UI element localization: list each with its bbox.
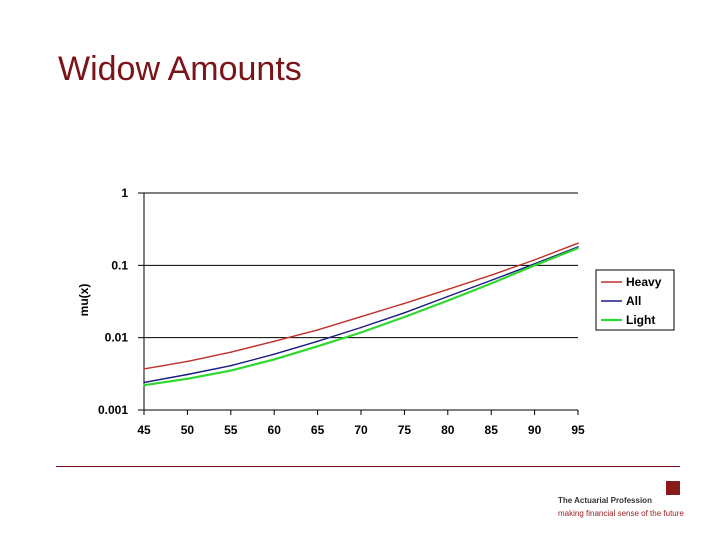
data-point-light [316, 345, 319, 348]
x-tick-label: 90 [528, 423, 542, 437]
y-tick-label: 0.001 [98, 403, 128, 417]
data-point-light [533, 264, 536, 267]
axis-layer: 0.001 0.01 0.1 1 mu(x) 45 50 55 60 65 70 75 80 85 90 95 [77, 186, 585, 437]
x-tick-label: 95 [571, 423, 585, 437]
data-point-heavy [273, 340, 276, 343]
data-point-all [360, 326, 362, 329]
y-axis-title: mu(x) [77, 284, 91, 317]
series-layer [143, 242, 579, 387]
data-point-all [316, 340, 319, 343]
legend-label: All [626, 294, 641, 308]
y-tick-label: 0.1 [111, 258, 128, 272]
legend-label: Heavy [626, 275, 662, 289]
legend-label: Light [626, 313, 655, 327]
series-line-heavy [143, 242, 579, 370]
data-point-light [186, 377, 189, 380]
data-point-light [230, 369, 232, 372]
data-point-light [143, 384, 145, 387]
grid-layer [144, 192, 578, 411]
data-point-light [403, 316, 406, 318]
brand-name: The Actuarial Profession [558, 496, 652, 505]
data-point-heavy [316, 329, 319, 331]
legend: Heavy All Light [595, 269, 675, 331]
x-tick-label: 70 [354, 423, 368, 437]
y-tick-label: 0.01 [105, 331, 129, 345]
data-point-light [360, 331, 362, 334]
slide-title: Widow Amounts [58, 50, 302, 88]
brand-square-icon [666, 481, 680, 495]
data-point-heavy [143, 368, 145, 370]
data-point-light [490, 282, 493, 285]
x-tick-label: 80 [441, 423, 455, 437]
data-point-heavy [533, 259, 536, 261]
x-tick-label: 75 [398, 423, 412, 437]
data-point-all [403, 311, 406, 314]
data-point-all [447, 295, 449, 298]
data-point-heavy [403, 302, 406, 305]
data-point-heavy [577, 242, 579, 245]
data-point-light [577, 247, 579, 249]
x-tick-label: 50 [181, 423, 195, 437]
data-point-heavy [490, 274, 493, 277]
footer-divider [56, 466, 680, 467]
data-point-heavy [230, 351, 232, 353]
data-point-heavy [186, 360, 189, 363]
data-point-all [186, 373, 189, 376]
x-tick-label: 65 [311, 423, 325, 437]
data-point-all [143, 381, 145, 384]
x-tick-label: 85 [485, 423, 499, 437]
data-point-all [273, 353, 276, 356]
brand-tagline: making financial sense of the future [558, 509, 684, 518]
y-tick-label: 1 [121, 186, 128, 200]
x-tick-label: 55 [224, 423, 238, 437]
data-point-all [230, 364, 232, 367]
data-point-light [273, 358, 276, 361]
x-tick-label: 60 [268, 423, 282, 437]
data-point-heavy [360, 315, 362, 318]
data-point-heavy [447, 288, 449, 291]
data-point-light [447, 299, 449, 302]
data-point-all [490, 279, 493, 282]
x-tick-label: 45 [137, 423, 151, 437]
